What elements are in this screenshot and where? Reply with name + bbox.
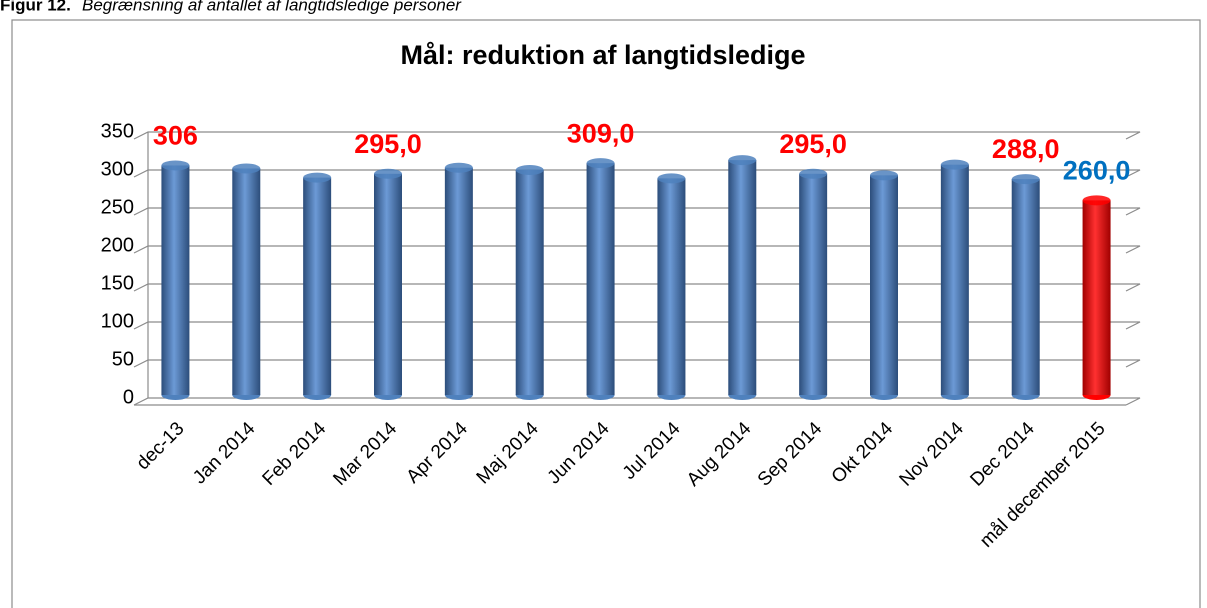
bar [303,177,332,395]
x-tick-label: Maj 2014 [473,418,543,488]
bar [1011,179,1040,395]
x-tick-label: Okt 2014 [828,418,898,488]
caption-text: Begrænsning af antallet af langtidsledig… [82,0,462,14]
grid-line [133,169,1141,178]
caption-label: Figur 12. [0,0,71,14]
bar [870,175,898,395]
x-tick-label: Nov 2014 [896,418,969,491]
bar [586,163,615,395]
value-label: 295,0 [354,129,422,159]
grid-line [133,359,1141,368]
chart-frame [11,19,1201,608]
bar [940,164,969,395]
bar [232,168,261,395]
bar [657,178,686,395]
bar-top [799,168,828,179]
x-tick-label: Apr 2014 [403,418,473,488]
y-tick-label: 50 [112,348,134,370]
x-tick-label: Jul 2014 [619,418,685,484]
x-tick-label: Feb 2014 [259,418,331,490]
x-tick-label: Dec 2014 [966,418,1039,491]
bar-top [303,172,332,183]
bar-top [728,155,757,166]
y-tick-label: 250 [101,196,134,218]
bar [374,173,402,395]
value-label: 260,0 [1063,156,1131,186]
bar-top [374,168,402,179]
value-label: 295,0 [779,129,847,159]
value-label: 306 [153,121,198,151]
bar [161,165,190,395]
y-tick-label: 0 [123,386,134,408]
grid-line [133,207,1141,216]
value-label: 288,0 [992,134,1060,164]
y-tick-label: 300 [101,158,134,180]
bar-top [515,165,544,175]
grid-line [133,283,1141,292]
x-tick-label: Jun 2014 [544,418,614,488]
bar-top [444,162,473,173]
grid-line [133,321,1141,330]
grid-line [133,245,1141,254]
bar [728,160,757,395]
bar-top [1082,195,1111,206]
bar [1082,200,1111,395]
grid-line [133,131,1141,140]
chart-title: Mål: reduktion af langtidsledige [400,40,805,70]
value-label: 309,0 [567,118,635,148]
bar-top [1011,174,1040,185]
x-tick-label: Aug 2014 [683,418,756,491]
x-tick-label: Mar 2014 [329,418,401,490]
x-tick-label: Sep 2014 [754,418,827,491]
bar-top [232,163,261,174]
grid-line [133,397,1141,406]
bar [515,170,544,395]
bar [799,173,828,395]
bar-top [870,170,898,181]
bar-top [586,158,615,169]
y-tick-label: 200 [101,234,134,256]
y-tick-label: 350 [101,120,134,142]
y-tick-label: 150 [101,272,134,294]
x-tick-label: dec-13 [133,418,189,474]
bar-top [657,173,686,184]
bar-top [940,159,969,170]
x-tick-label: mål december 2015 [976,418,1110,552]
y-tick-label: 100 [101,310,134,332]
x-tick-label: Jan 2014 [189,418,259,488]
bar [444,167,473,395]
bar-top [161,160,190,171]
